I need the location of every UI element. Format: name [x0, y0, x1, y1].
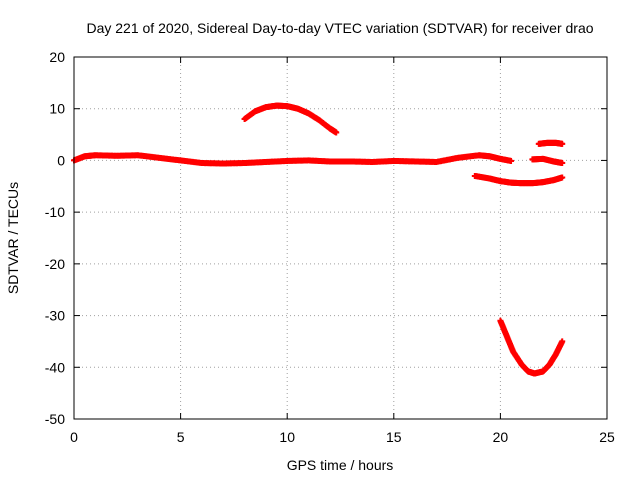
x-tick-label: 0	[70, 429, 78, 445]
data-point	[559, 338, 566, 345]
x-tick-label: 10	[279, 429, 295, 445]
y-tick-label: -20	[45, 256, 65, 272]
tick-labels: 0 5 10 15 20 25 -50 -40 -30 -20 -10 0 10 20	[45, 49, 615, 445]
data-point	[333, 129, 340, 136]
grid	[74, 57, 607, 419]
series-arc-20h	[471, 172, 566, 187]
series-baseline	[71, 152, 515, 167]
y-tick-label: -30	[45, 308, 65, 324]
y-axis-label: SDTVAR / TECUs	[5, 182, 21, 294]
data-point	[559, 140, 566, 147]
y-tick-label: 10	[49, 101, 65, 117]
data-marks	[71, 102, 566, 377]
x-tick-label: 20	[493, 429, 509, 445]
data-point	[508, 157, 515, 164]
series-arc-10h	[241, 102, 340, 136]
y-tick-label: 20	[49, 49, 65, 65]
x-tick-label: 15	[386, 429, 402, 445]
plot-frame	[73, 56, 608, 420]
series-dip	[497, 317, 566, 377]
series-late-segment	[529, 155, 566, 167]
x-axis-label: GPS time / hours	[287, 457, 394, 473]
x-tick-label: 25	[599, 429, 615, 445]
ticks	[73, 56, 608, 420]
y-tick-label: -50	[45, 411, 65, 427]
data-point	[559, 160, 566, 167]
x-tick-label: 5	[177, 429, 185, 445]
data-point	[559, 174, 566, 181]
series-short-segment	[535, 139, 566, 147]
chart-title: Day 221 of 2020, Sidereal Day-to-day VTE…	[86, 20, 593, 36]
y-tick-label: -10	[45, 204, 65, 220]
y-tick-label: -40	[45, 359, 65, 375]
y-tick-label: 0	[57, 152, 65, 168]
